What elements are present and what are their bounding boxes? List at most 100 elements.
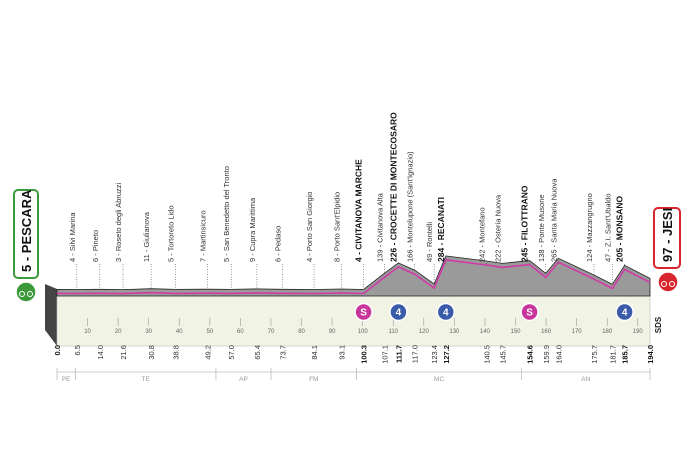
- km-tick-label: 120: [419, 329, 430, 335]
- km-tick-label: 70: [268, 329, 275, 335]
- road-line: [56, 259, 651, 295]
- km-label: 123.4: [430, 345, 439, 364]
- finish-box: [653, 207, 681, 269]
- marker-symbol: S: [360, 308, 367, 319]
- marker-symbol: 4: [443, 308, 449, 319]
- separator: -: [615, 240, 625, 248]
- waypoint-label: 6 - Pineto: [91, 230, 100, 262]
- separator: -: [585, 243, 594, 250]
- waypoint-altitude: 205: [615, 248, 625, 262]
- waypoint-altitude: 8: [333, 258, 342, 262]
- separator: -: [493, 243, 502, 250]
- km-tick-label: 40: [176, 329, 183, 335]
- waypoint-altitude: 138: [537, 249, 546, 262]
- km-label: 100.3: [360, 345, 369, 364]
- km-tick-label: 50: [206, 329, 213, 335]
- profile-side: [45, 284, 57, 346]
- separator: -: [91, 251, 100, 258]
- waypoint-altitude: 4: [354, 257, 364, 262]
- waypoint-name: Osteria Nuova: [493, 194, 502, 243]
- waypoint-name: Montelupone (Sant'Ignazio): [406, 151, 415, 243]
- waypoint-name: Porto Sant'Elpidio: [333, 192, 342, 251]
- start-box: [13, 189, 39, 279]
- waypoint-altitude: 166: [406, 249, 415, 262]
- waypoint-label: 9 - Cupra Marittima: [248, 197, 257, 262]
- waypoint-label: 242 - Montefano: [477, 207, 486, 262]
- marker: [354, 302, 373, 322]
- km-label: 73.7: [278, 345, 287, 360]
- waypoint-altitude: 7: [198, 258, 207, 262]
- finish-label: 97 - JESI: [660, 208, 675, 262]
- waypoint-name: FILOTTRANO: [520, 185, 530, 240]
- marker: [520, 302, 539, 322]
- km-tick-label: 160: [541, 329, 552, 335]
- separator: -: [114, 251, 123, 258]
- waypoint-name: Z.I. Sant'Ubaldo: [603, 193, 612, 247]
- km-tick-label: 100: [358, 329, 369, 335]
- separator: -: [549, 243, 558, 250]
- waypoint-name: Martinsicuro: [198, 210, 207, 251]
- separator: -: [603, 247, 612, 254]
- km-label: 140.5: [482, 345, 491, 364]
- km-label: 181.7: [608, 345, 617, 364]
- separator: -: [436, 240, 446, 248]
- marker: [436, 302, 456, 322]
- waypoint-altitude: 226: [388, 248, 398, 262]
- km-tick-label: 60: [237, 329, 244, 335]
- separator: -: [198, 251, 207, 258]
- start-icon-wheel: [19, 291, 25, 297]
- waypoint-label: 4 - Porto San Giorgio: [305, 192, 314, 262]
- km-label: 154.6: [526, 345, 535, 364]
- start-name: PESCARA: [19, 189, 34, 253]
- waypoint-name: Cupra Marittima: [248, 197, 257, 251]
- km-label: 185.7: [621, 345, 630, 364]
- waypoint-label: 124 - Mazzangrugno: [585, 193, 594, 262]
- km-label: 164.0: [554, 345, 563, 364]
- waypoint-label: 265 - Santa Maria Nuova: [549, 178, 558, 262]
- km-tick-label: 30: [145, 329, 152, 335]
- waypoint-label: 139 - Civitanova Alta: [375, 192, 384, 262]
- separator: -: [167, 251, 176, 258]
- km-label: 30.8: [147, 345, 156, 360]
- start-label: 5 - PESCARA: [19, 189, 34, 272]
- waypoint-name: Civitanova Alta: [375, 192, 384, 242]
- km-label: 159.9: [542, 345, 551, 364]
- waypoint-label: 11 - Giulianova: [142, 211, 151, 262]
- separator: -: [375, 243, 384, 250]
- waypoint-label: 138 - Ponte Musone: [537, 194, 546, 262]
- km-tick-label: 190: [633, 329, 644, 335]
- separator: -: [305, 251, 314, 258]
- distance-band: [56, 295, 651, 347]
- km-tick-label: 140: [480, 329, 491, 335]
- waypoint-altitude: 139: [375, 249, 384, 262]
- finish-name: JESI: [660, 208, 675, 236]
- waypoint-name: Pedaso: [273, 226, 282, 251]
- separator: -: [354, 250, 364, 258]
- waypoint-label: 3 - Roseto degli Abruzzi: [114, 182, 123, 262]
- logo: SDS: [654, 316, 663, 333]
- km-tick-label: 170: [572, 329, 583, 335]
- km-tick-label: 130: [449, 329, 460, 335]
- waypoint-name: San Benedetto del Tronto: [222, 166, 231, 251]
- separator: -: [19, 253, 34, 265]
- separator: -: [425, 247, 434, 254]
- km-label: 127.2: [442, 345, 451, 364]
- km-label: 145.7: [498, 345, 507, 364]
- waypoint-altitude: 242: [477, 249, 486, 262]
- separator: -: [660, 236, 675, 248]
- waypoint-altitude: 47: [603, 254, 612, 262]
- km-tick-label: 110: [388, 329, 398, 335]
- km-label: 107.1: [380, 345, 389, 364]
- province-code: AN: [581, 376, 590, 383]
- separator: -: [406, 243, 415, 250]
- km-tick-label: 20: [115, 329, 122, 335]
- waypoint-label: 5 - Tortoreto Lido: [167, 205, 176, 262]
- waypoint-name: CROCETTE DI MONTECOSARO: [388, 112, 398, 240]
- waypoint-name: Rontelli: [425, 222, 434, 247]
- marker: [389, 302, 408, 322]
- km-label: 14.0: [96, 345, 105, 360]
- marker-symbol: 4: [396, 308, 402, 319]
- km-label: 117.0: [411, 345, 420, 363]
- province-code: TE: [141, 376, 150, 383]
